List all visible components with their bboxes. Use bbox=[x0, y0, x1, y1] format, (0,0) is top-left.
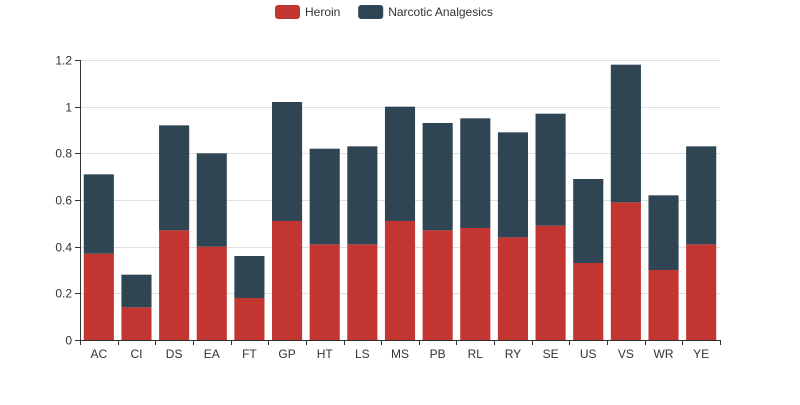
bar-heroin-vs[interactable] bbox=[610, 202, 641, 340]
y-tick-label: 1 bbox=[65, 101, 72, 115]
bar-heroin-wr[interactable] bbox=[648, 270, 679, 340]
bar-heroin-ms[interactable] bbox=[384, 221, 416, 340]
legend[interactable]: Heroin Narcotic Analgesics bbox=[275, 5, 493, 19]
x-tick-label: LS bbox=[355, 347, 370, 361]
bar-narcotic-analgesics-rl[interactable] bbox=[460, 118, 491, 228]
bar-heroin-ac[interactable] bbox=[83, 253, 114, 340]
y-axis: 0 0.2 0.4 0.6 0.8 1 1.2 bbox=[55, 54, 81, 348]
x-tick-label: SE bbox=[543, 347, 559, 361]
bar-heroin-ft[interactable] bbox=[234, 298, 265, 340]
y-tick-label: 1.2 bbox=[55, 54, 72, 68]
bar-narcotic-analgesics-wr[interactable] bbox=[648, 195, 679, 270]
bar-heroin-gp[interactable] bbox=[272, 221, 303, 340]
bar-heroin-ry[interactable] bbox=[497, 237, 528, 340]
x-tick-label: CI bbox=[130, 347, 142, 361]
x-tick-label: MS bbox=[391, 347, 409, 361]
bar-heroin-rl[interactable] bbox=[460, 228, 491, 340]
bar-narcotic-analgesics-ye[interactable] bbox=[686, 146, 717, 245]
legend-swatch bbox=[358, 5, 384, 19]
y-tick-label: 0.6 bbox=[55, 194, 72, 208]
x-tick-label: WR bbox=[654, 347, 674, 361]
x-tick-label: PB bbox=[430, 347, 446, 361]
bar-heroin-ht[interactable] bbox=[309, 244, 340, 340]
x-tick-label: RL bbox=[468, 347, 484, 361]
bar-heroin-ci[interactable] bbox=[121, 307, 152, 340]
bar-narcotic-analgesics-vs[interactable] bbox=[610, 64, 641, 203]
bar-narcotic-analgesics-ms[interactable] bbox=[384, 106, 416, 221]
bar-narcotic-analgesics-ft[interactable] bbox=[234, 256, 265, 298]
bar-heroin-ds[interactable] bbox=[159, 230, 190, 340]
bar-narcotic-analgesics-ac[interactable] bbox=[83, 174, 114, 254]
x-tick-label: FT bbox=[242, 347, 257, 361]
bar-heroin-pb[interactable] bbox=[422, 230, 453, 340]
x-tick-label: US bbox=[580, 347, 597, 361]
legend-label: Heroin bbox=[305, 5, 340, 19]
bar-narcotic-analgesics-us[interactable] bbox=[573, 179, 604, 263]
bar-narcotic-analgesics-ry[interactable] bbox=[497, 132, 528, 238]
y-tick-label: 0.8 bbox=[55, 147, 72, 161]
x-tick-label: VS bbox=[618, 347, 634, 361]
bar-heroin-se[interactable] bbox=[535, 225, 566, 340]
y-tick-label: 0.4 bbox=[55, 241, 72, 255]
x-tick-label: RY bbox=[505, 347, 521, 361]
bars bbox=[83, 64, 717, 340]
x-tick-label: AC bbox=[90, 347, 107, 361]
bar-heroin-ea[interactable] bbox=[196, 246, 227, 340]
bar-narcotic-analgesics-se[interactable] bbox=[535, 113, 566, 226]
legend-item-narcotic-analgesics[interactable]: Narcotic Analgesics bbox=[358, 5, 493, 19]
bar-narcotic-analgesics-pb[interactable] bbox=[422, 123, 453, 231]
bar-heroin-us[interactable] bbox=[573, 263, 604, 340]
x-tick-label: EA bbox=[204, 347, 220, 361]
y-tick-label: 0 bbox=[65, 334, 72, 348]
bar-narcotic-analgesics-ds[interactable] bbox=[159, 125, 190, 231]
x-tick-label: YE bbox=[693, 347, 709, 361]
bar-narcotic-analgesics-gp[interactable] bbox=[272, 102, 303, 221]
bar-narcotic-analgesics-ci[interactable] bbox=[121, 274, 152, 308]
x-tick-label: HT bbox=[317, 347, 334, 361]
x-axis: AC CI DS EA FT GP HT LS MS PB RL RY SE US VS WR YE bbox=[80, 340, 721, 361]
bar-narcotic-analgesics-ht[interactable] bbox=[309, 148, 340, 245]
y-tick-label: 0.2 bbox=[55, 287, 72, 301]
legend-label: Narcotic Analgesics bbox=[388, 5, 493, 19]
x-tick-label: GP bbox=[278, 347, 295, 361]
x-tick-label: DS bbox=[166, 347, 183, 361]
bar-heroin-ls[interactable] bbox=[347, 244, 378, 340]
bar-narcotic-analgesics-ls[interactable] bbox=[347, 146, 378, 245]
bar-narcotic-analgesics-ea[interactable] bbox=[196, 153, 227, 247]
bar-heroin-ye[interactable] bbox=[686, 244, 717, 340]
legend-swatch bbox=[275, 5, 300, 19]
legend-item-heroin[interactable]: Heroin bbox=[275, 5, 340, 19]
